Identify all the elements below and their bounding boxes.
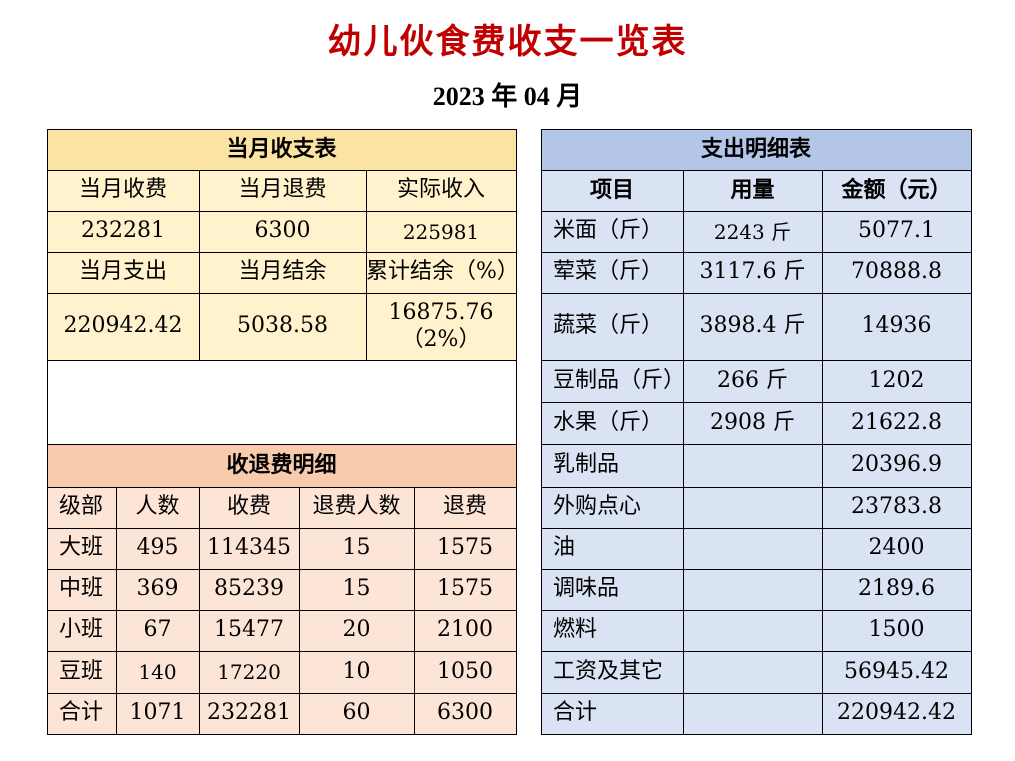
expense-row-quantity: 3898.4 斤: [683, 293, 822, 360]
label-cumulative-balance: 累计结余（%）: [366, 252, 519, 293]
expense-row-quantity: 266 斤: [683, 360, 822, 402]
expense-row-amount: 20396.9: [822, 444, 971, 487]
refund-row-fees: 15477: [199, 610, 299, 651]
expense-row-item: 水果（斤）: [541, 402, 683, 444]
expense-header-amount: 金额（元）: [822, 170, 971, 211]
expense-row-amount: 5077.1: [822, 211, 971, 252]
refund-header-count: 人数: [116, 487, 199, 528]
expense-row-quantity: 2243 斤: [683, 211, 822, 252]
refund-row-fees: 85239: [199, 569, 299, 610]
expense-row-quantity: [683, 610, 822, 651]
expense-row-item: 燃料: [541, 610, 683, 651]
refund-header-fees: 收费: [199, 487, 299, 528]
label-month-fees: 当月收费: [47, 170, 199, 211]
refund-header-refund-count: 退费人数: [299, 487, 414, 528]
label-actual-income: 实际收入: [366, 170, 516, 211]
refund-row-fees: 17220: [199, 651, 299, 693]
refund-header-grade: 级部: [47, 487, 116, 528]
expense-row-amount: 2189.6: [822, 569, 971, 610]
expense-row-amount: 220942.42: [822, 693, 971, 734]
refund-row-count: 495: [116, 528, 199, 569]
expense-row-amount: 56945.42: [822, 651, 971, 693]
expense-header-quantity: 用量: [683, 170, 822, 211]
expense-row-item: 外购点心: [541, 487, 683, 528]
expense-row-quantity: 3117.6 斤: [683, 252, 822, 293]
refund-table-title: 收退费明细: [47, 444, 516, 487]
value-month-fees: 232281: [47, 211, 199, 252]
expense-row-amount: 14936: [822, 293, 971, 360]
expense-row-item: 工资及其它: [541, 651, 683, 693]
expense-row-item: 合计: [541, 693, 683, 734]
value-actual-income: 225981: [366, 211, 516, 252]
expense-row-item: 乳制品: [541, 444, 683, 487]
refund-row-grade: 小班: [47, 610, 116, 651]
value-month-expense: 220942.42: [47, 293, 199, 360]
expense-table-title: 支出明细表: [541, 129, 971, 170]
expense-row-quantity: 2908 斤: [683, 402, 822, 444]
refund-row-refund-count: 15: [299, 569, 414, 610]
refund-row-count: 67: [116, 610, 199, 651]
expense-row-quantity: [683, 444, 822, 487]
refund-row-refund-count: 60: [299, 693, 414, 734]
expense-row-item: 豆制品（斤）: [541, 360, 685, 402]
value-cumulative-balance: 16875.76 （2%）: [366, 293, 516, 360]
blank-area: [47, 360, 517, 445]
cumulative-balance-amount: 16875.76: [388, 300, 494, 326]
expense-row-quantity: [683, 569, 822, 610]
expense-row-quantity: [683, 651, 822, 693]
label-month-balance: 当月结余: [199, 252, 366, 293]
page-title: 幼儿伙食费收支一览表: [327, 22, 688, 62]
value-month-balance: 5038.58: [199, 293, 366, 360]
expense-row-amount: 2400: [822, 528, 971, 569]
refund-row-refund-count: 15: [299, 528, 414, 569]
refund-row-refund-count: 20: [299, 610, 414, 651]
expense-row-item: 油: [541, 528, 683, 569]
refund-row-grade: 合计: [47, 693, 116, 734]
expense-row-item: 调味品: [541, 569, 683, 610]
expense-row-quantity: [683, 487, 822, 528]
value-month-refund: 6300: [199, 211, 366, 252]
refund-row-count: 140: [116, 651, 199, 693]
refund-row-grade: 豆班: [47, 651, 116, 693]
expense-header-item: 项目: [541, 170, 683, 211]
refund-row-count: 369: [116, 569, 199, 610]
income-table-title: 当月收支表: [47, 129, 516, 170]
report-month: 2023 年 04 月: [432, 82, 583, 111]
refund-row-fees: 114345: [199, 528, 299, 569]
expense-row-quantity: [683, 693, 822, 734]
expense-row-amount: 21622.8: [822, 402, 971, 444]
expense-row-item: 荤菜（斤）: [541, 252, 683, 293]
label-month-expense: 当月支出: [47, 252, 199, 293]
refund-row-refund: 1575: [414, 528, 516, 569]
expense-row-item: 蔬菜（斤）: [541, 293, 683, 360]
refund-row-refund: 1050: [414, 651, 516, 693]
refund-row-fees: 232281: [199, 693, 299, 734]
refund-row-count: 1071: [116, 693, 199, 734]
expense-row-amount: 23783.8: [822, 487, 971, 528]
expense-row-quantity: [683, 528, 822, 569]
refund-header-refund: 退费: [414, 487, 516, 528]
cumulative-balance-percent: （2%）: [401, 326, 481, 352]
refund-row-refund: 2100: [414, 610, 516, 651]
expense-row-item: 米面（斤）: [541, 211, 683, 252]
expense-row-amount: 1202: [822, 360, 971, 402]
expense-row-amount: 1500: [822, 610, 971, 651]
label-month-refund: 当月退费: [199, 170, 366, 211]
expense-row-amount: 70888.8: [822, 252, 971, 293]
refund-row-grade: 大班: [47, 528, 116, 569]
refund-row-refund-count: 10: [299, 651, 414, 693]
refund-row-refund: 1575: [414, 569, 516, 610]
refund-row-grade: 中班: [47, 569, 116, 610]
refund-row-refund: 6300: [414, 693, 516, 734]
